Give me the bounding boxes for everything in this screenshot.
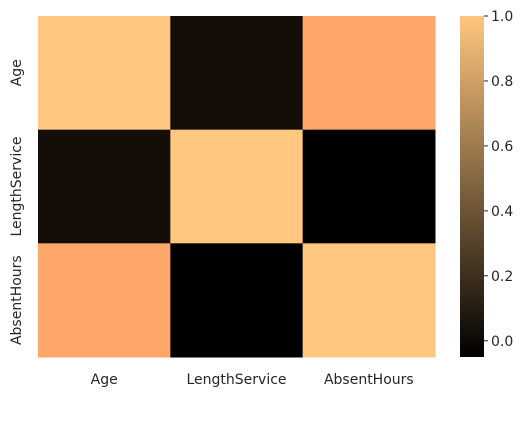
colorbar	[460, 16, 484, 357]
heatmap-cell-LengthService-LengthService	[170, 130, 303, 244]
heatmap-cell-LengthService-AbsentHours	[303, 130, 436, 244]
colorbar-ticks: 0.0 0.2 0.4 0.6 0.8 1.0	[484, 9, 513, 350]
row-label-LengthService: LengthService	[9, 136, 25, 236]
colorbar-tick-label: 0.8	[491, 74, 513, 90]
heatmap-cell-AbsentHours-Age	[38, 243, 171, 357]
column-label-LengthService: LengthService	[186, 372, 286, 388]
colorbar-tick-label: 0.6	[491, 139, 513, 155]
heatmap-cell-AbsentHours-LengthService	[170, 243, 303, 357]
heatmap-cell-LengthService-Age	[38, 130, 171, 244]
row-label-Age: Age	[9, 59, 25, 86]
heatmap-cells	[38, 16, 436, 358]
heatmap-cell-Age-Age	[38, 16, 171, 130]
row-labels: Age LengthService AbsentHours	[9, 59, 25, 345]
colorbar-tick-label: 0.2	[491, 269, 513, 285]
colorbar-tick-label: 0.0	[491, 334, 513, 350]
heatmap-cell-AbsentHours-AbsentHours	[303, 243, 436, 357]
column-label-Age: Age	[91, 372, 118, 388]
colorbar-tick-label: 1.0	[491, 9, 513, 25]
column-labels: Age LengthService AbsentHours	[91, 372, 414, 388]
column-label-AbsentHours: AbsentHours	[324, 372, 414, 388]
colorbar-gradient	[460, 16, 484, 357]
colorbar-tick-label: 0.4	[491, 204, 513, 220]
heatmap-cell-Age-LengthService	[170, 16, 303, 130]
row-label-AbsentHours: AbsentHours	[9, 255, 25, 345]
heatmap-cell-Age-AbsentHours	[303, 16, 436, 130]
